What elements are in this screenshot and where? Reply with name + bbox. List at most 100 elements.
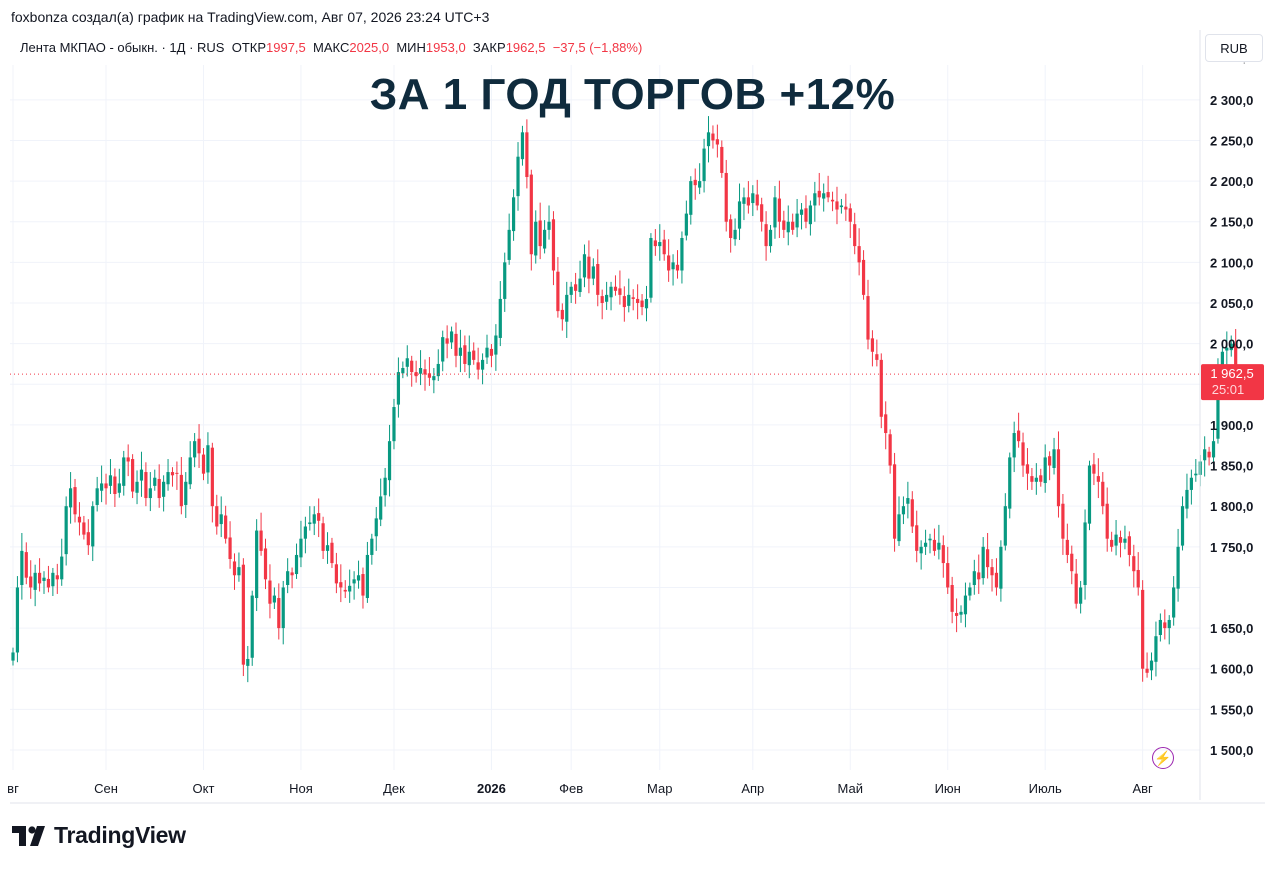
candle xyxy=(162,475,166,512)
candle-body xyxy=(64,506,68,555)
candle-body xyxy=(175,472,179,474)
candle xyxy=(963,582,968,628)
x-tick-label: Дек xyxy=(383,781,405,796)
candle-body xyxy=(711,133,715,141)
currency-button[interactable]: RUB xyxy=(1205,34,1263,62)
candle-body xyxy=(529,174,533,255)
candle-body xyxy=(11,652,15,661)
candle xyxy=(374,506,378,551)
candle-body xyxy=(959,611,963,615)
candle-body xyxy=(237,567,241,576)
candle-body xyxy=(879,359,883,417)
candle-body xyxy=(569,286,573,295)
candle xyxy=(255,519,259,612)
x-tick-label: Фев xyxy=(559,781,583,796)
candle-body xyxy=(472,350,476,360)
candle xyxy=(325,532,330,564)
candle-body xyxy=(768,229,773,247)
candle xyxy=(263,538,268,590)
candle-body xyxy=(250,595,254,658)
candle xyxy=(1070,545,1074,585)
candle xyxy=(1189,469,1193,505)
candle xyxy=(981,537,985,585)
candle xyxy=(591,258,595,286)
candle xyxy=(68,472,73,524)
candle-body xyxy=(82,522,86,535)
candle xyxy=(250,590,254,666)
candle xyxy=(680,231,684,284)
candle-body xyxy=(760,204,764,222)
candle-body xyxy=(197,438,201,454)
candle xyxy=(414,360,418,383)
candle-body xyxy=(299,538,303,558)
candle xyxy=(1030,467,1034,490)
x-tick-label: Окт xyxy=(193,781,215,796)
axes: 1 500,0 1 550,0 1 600,0 1 650,0 1 750,0 1 800… xyxy=(7,30,1265,804)
candle xyxy=(954,598,959,633)
candle xyxy=(86,519,90,555)
candle xyxy=(795,198,799,238)
candles xyxy=(11,116,1238,683)
tradingview-logo-text: TradingView xyxy=(54,822,186,848)
candle-body xyxy=(923,542,928,547)
candle xyxy=(498,281,502,347)
candle xyxy=(746,181,750,214)
y-tick-label: 1 800,0 xyxy=(1210,499,1253,514)
candle-body xyxy=(804,208,808,222)
candle-body xyxy=(263,548,268,580)
candle xyxy=(20,533,24,600)
candle-body xyxy=(640,300,644,308)
candle-body xyxy=(937,542,941,550)
tradingview-logo[interactable]: TradingView xyxy=(12,822,186,849)
candle xyxy=(622,286,626,322)
candle xyxy=(1012,421,1016,473)
candle xyxy=(715,124,719,158)
candle xyxy=(1203,436,1207,477)
candle xyxy=(582,244,587,288)
candle-body xyxy=(773,197,777,228)
candle xyxy=(286,558,290,594)
candle-body xyxy=(892,464,897,539)
candle-body xyxy=(29,576,33,588)
candle xyxy=(113,468,117,507)
candle xyxy=(1061,493,1065,555)
candle-body xyxy=(826,192,830,198)
candle xyxy=(711,125,715,149)
candle-body xyxy=(1065,539,1069,555)
candle-body xyxy=(560,309,564,320)
candle-body xyxy=(414,372,418,377)
lightning-icon[interactable]: ⚡ xyxy=(1152,747,1174,769)
candle-body xyxy=(1110,539,1114,547)
candle xyxy=(219,496,223,538)
candle-body xyxy=(1158,619,1162,635)
candle-body xyxy=(919,546,923,554)
candle xyxy=(777,180,781,238)
candle xyxy=(396,357,401,418)
candle xyxy=(684,200,688,241)
y-tick-label: 1 900,0 xyxy=(1210,418,1253,433)
candle xyxy=(1065,523,1069,564)
candle xyxy=(932,528,937,556)
candle xyxy=(476,347,480,380)
candle xyxy=(55,563,59,594)
candle xyxy=(644,285,649,322)
candle-body xyxy=(51,572,55,587)
candle xyxy=(937,524,941,560)
candle-body xyxy=(255,530,259,599)
candle-body xyxy=(990,567,994,576)
candle-body xyxy=(609,286,613,298)
x-tick-label: Ноя xyxy=(289,781,313,796)
candle-body xyxy=(308,522,312,525)
candle xyxy=(1052,437,1056,475)
candle-body xyxy=(746,197,750,206)
candle xyxy=(729,214,733,253)
candle-body xyxy=(1167,619,1171,629)
candle xyxy=(303,516,307,554)
candle-body xyxy=(356,575,361,581)
candle xyxy=(844,193,848,221)
candle xyxy=(884,401,888,450)
candle xyxy=(804,195,808,229)
candle-body xyxy=(272,595,276,603)
candle-body xyxy=(755,194,759,206)
